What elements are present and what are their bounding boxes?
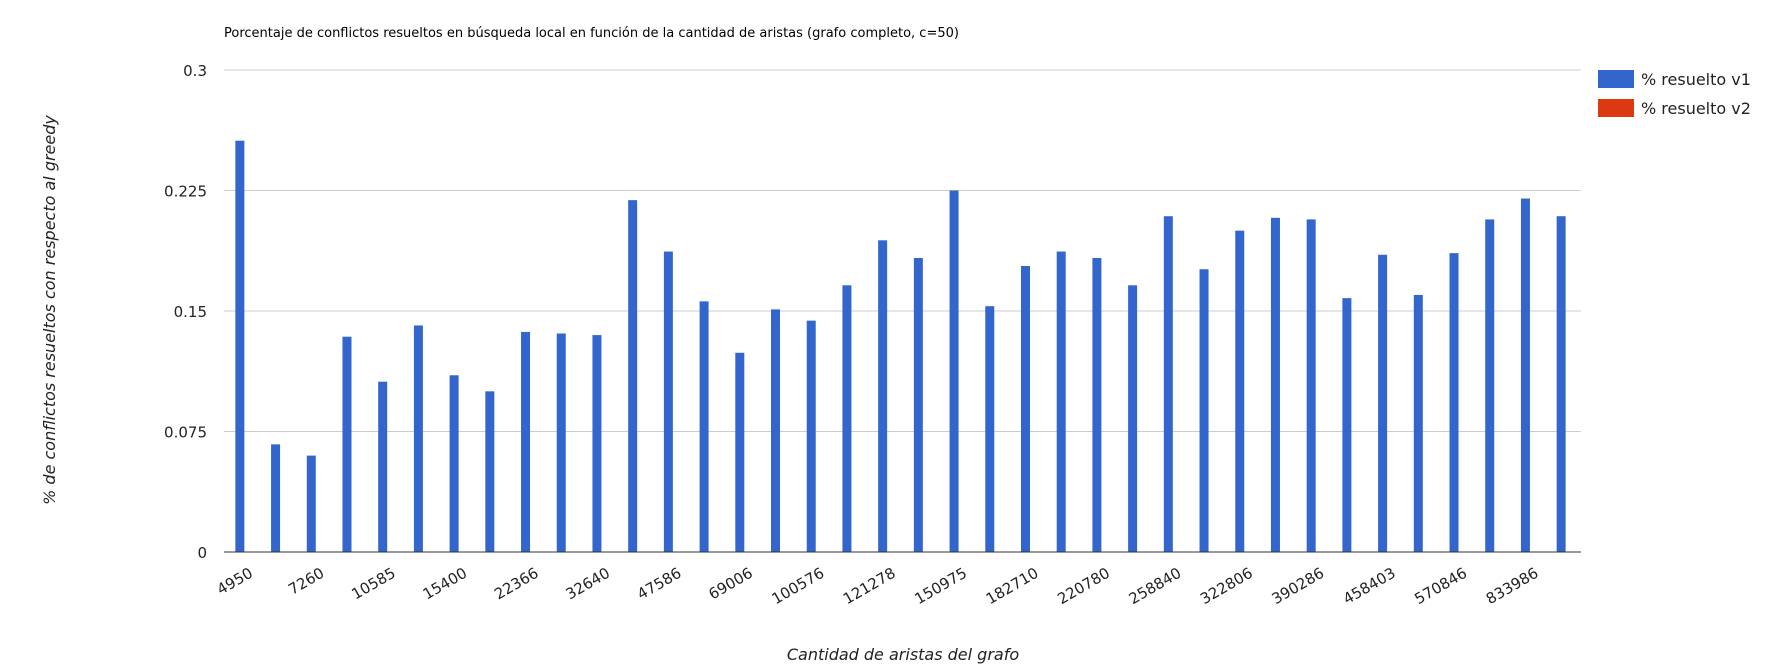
bar[interactable] bbox=[806, 320, 816, 552]
bar[interactable] bbox=[592, 335, 602, 552]
x-tick-label: 121278 bbox=[840, 564, 899, 608]
x-tick-label: 182710 bbox=[983, 564, 1042, 608]
bar[interactable] bbox=[271, 444, 281, 552]
x-tick-label: 10585 bbox=[348, 564, 398, 603]
legend-swatch bbox=[1598, 70, 1634, 88]
bar[interactable] bbox=[235, 140, 245, 552]
y-axis-title: % de conflictos resueltos con respecto a… bbox=[40, 115, 59, 505]
x-tick-label: 32640 bbox=[563, 564, 613, 603]
y-tick-label: 0.075 bbox=[164, 424, 207, 442]
bar[interactable] bbox=[1092, 257, 1102, 552]
x-tick-label: 570846 bbox=[1411, 564, 1470, 608]
y-tick-label: 0.15 bbox=[174, 303, 207, 321]
bar[interactable] bbox=[1306, 219, 1316, 553]
bar[interactable] bbox=[1449, 253, 1459, 552]
bar[interactable] bbox=[1556, 216, 1566, 552]
x-tick-label: 258840 bbox=[1126, 564, 1185, 608]
bar[interactable] bbox=[663, 251, 673, 552]
legend: % resuelto v1 % resuelto v2 bbox=[1598, 70, 1751, 118]
bar[interactable] bbox=[1199, 269, 1209, 552]
y-axis-ticks: 0 0.075 0.15 0.225 0.3 bbox=[164, 62, 207, 562]
bar[interactable] bbox=[1235, 230, 1245, 552]
legend-label: % resuelto v1 bbox=[1641, 70, 1751, 89]
gridlines bbox=[224, 69, 1581, 432]
bar[interactable] bbox=[699, 301, 709, 552]
bar[interactable] bbox=[1378, 254, 1388, 552]
x-axis-title: Cantidad de aristas del grafo bbox=[787, 645, 1019, 664]
bar[interactable] bbox=[878, 240, 888, 552]
bar[interactable] bbox=[949, 190, 959, 553]
x-tick-label: 69006 bbox=[705, 564, 755, 603]
bar[interactable] bbox=[628, 200, 638, 552]
bar[interactable] bbox=[913, 257, 923, 552]
x-tick-label: 47586 bbox=[634, 564, 684, 603]
x-tick-label: 4950 bbox=[214, 564, 256, 599]
bar[interactable] bbox=[556, 333, 566, 552]
x-tick-label: 458403 bbox=[1340, 564, 1399, 608]
x-tick-label: 220780 bbox=[1054, 564, 1113, 608]
x-tick-label: 100576 bbox=[769, 564, 828, 608]
x-tick-label: 22366 bbox=[491, 564, 541, 603]
bar[interactable] bbox=[378, 381, 388, 552]
y-tick-label: 0 bbox=[197, 544, 207, 562]
bar[interactable] bbox=[1128, 285, 1138, 552]
chart-title: Porcentaje de conflictos resueltos en bú… bbox=[224, 26, 959, 41]
bar[interactable] bbox=[413, 325, 423, 552]
bar[interactable] bbox=[1163, 216, 1173, 552]
bar[interactable] bbox=[842, 285, 852, 552]
legend-label: % resuelto v2 bbox=[1641, 99, 1751, 118]
x-tick-label: 833986 bbox=[1483, 564, 1542, 608]
bar[interactable] bbox=[1485, 219, 1495, 553]
bar[interactable] bbox=[1520, 198, 1530, 553]
bar[interactable] bbox=[985, 306, 995, 552]
x-tick-label: 390286 bbox=[1269, 564, 1328, 608]
bar[interactable] bbox=[449, 375, 459, 552]
y-tick-label: 0.3 bbox=[183, 62, 207, 80]
bars bbox=[235, 140, 1566, 553]
bar[interactable] bbox=[735, 352, 745, 552]
bar[interactable] bbox=[1020, 266, 1030, 552]
x-tick-label: 150975 bbox=[911, 564, 970, 608]
bar[interactable] bbox=[1056, 251, 1066, 552]
bar[interactable] bbox=[1342, 298, 1352, 552]
x-tick-label: 7260 bbox=[285, 564, 327, 599]
x-axis-ticks: 4950 7260 10585 15400 22366 32640 47586 69006 10… bbox=[214, 564, 1542, 608]
bar[interactable] bbox=[485, 391, 495, 552]
y-tick-label: 0.225 bbox=[164, 183, 207, 201]
x-tick-label: 15400 bbox=[420, 564, 470, 603]
x-tick-label: 322806 bbox=[1197, 564, 1256, 608]
legend-swatch bbox=[1598, 99, 1634, 117]
bar[interactable] bbox=[342, 336, 352, 552]
bar[interactable] bbox=[521, 331, 531, 552]
bar[interactable] bbox=[1270, 217, 1280, 552]
bar[interactable] bbox=[1413, 294, 1423, 552]
bar[interactable] bbox=[771, 309, 781, 552]
bar[interactable] bbox=[306, 455, 316, 552]
